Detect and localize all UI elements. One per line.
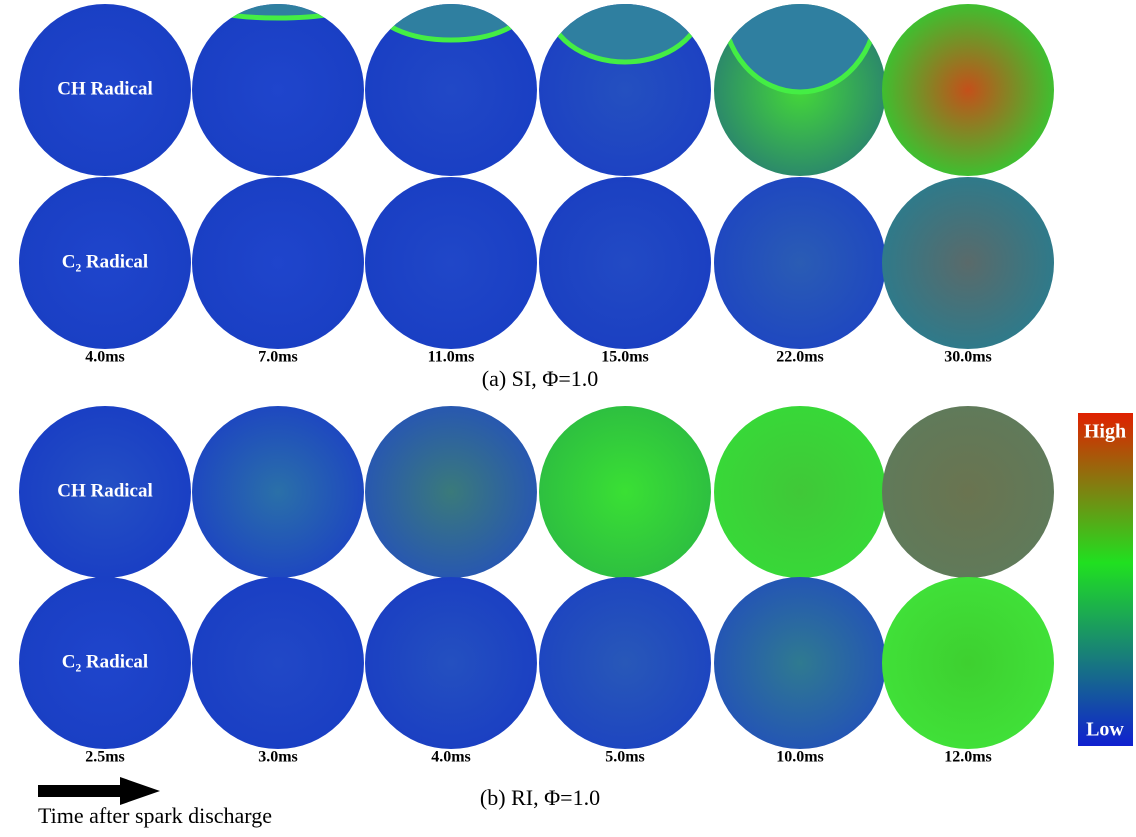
time-label: 15.0ms [601, 349, 649, 366]
radical-image [714, 406, 886, 578]
radical-image [882, 177, 1054, 349]
radical-image [882, 577, 1054, 749]
time-label: 2.5ms [85, 749, 125, 766]
row-label: C₂ Radical [62, 251, 148, 272]
colorbar-high: High [1084, 421, 1126, 443]
time-label: 30.0ms [944, 349, 992, 366]
radical-image [365, 177, 537, 349]
time-label: 7.0ms [258, 349, 298, 366]
radical-image [192, 577, 364, 749]
flame-front [201, 0, 356, 18]
radical-image [539, 406, 711, 578]
row-label: CH Radical [57, 78, 153, 99]
radical-image [365, 406, 537, 578]
time-label: 3.0ms [258, 749, 298, 766]
time-label: 22.0ms [776, 349, 824, 366]
time-label: 10.0ms [776, 749, 824, 766]
row-label: C₂ Radical [62, 651, 148, 672]
radical-image [882, 4, 1054, 176]
radical-image [192, 4, 364, 176]
radical-image [539, 177, 711, 349]
radical-image [192, 177, 364, 349]
panel-caption: (a) SI, Φ=1.0 [482, 366, 598, 391]
time-label: 12.0ms [944, 749, 992, 766]
radical-image [192, 406, 364, 578]
time-arrow [38, 777, 160, 805]
time-label: 4.0ms [85, 349, 125, 366]
time-label: 4.0ms [431, 749, 471, 766]
panel-caption: (b) RI, Φ=1.0 [480, 785, 600, 810]
radical-image [714, 177, 886, 349]
time-label: 5.0ms [605, 749, 645, 766]
radical-image [539, 577, 711, 749]
radical-image [365, 577, 537, 749]
page: {"panels": [ {"caption": "(a) SI, Φ=1.0"… [0, 0, 1136, 837]
colorbar [1078, 413, 1133, 746]
radical-image [882, 406, 1054, 578]
arrow-label: Time after spark discharge [38, 803, 272, 828]
time-label: 11.0ms [428, 349, 475, 366]
figure: High Low Time after spark discharge CH R… [0, 0, 1136, 837]
radical-image [714, 577, 886, 749]
colorbar-low: Low [1086, 719, 1124, 741]
row-label: CH Radical [57, 480, 153, 501]
